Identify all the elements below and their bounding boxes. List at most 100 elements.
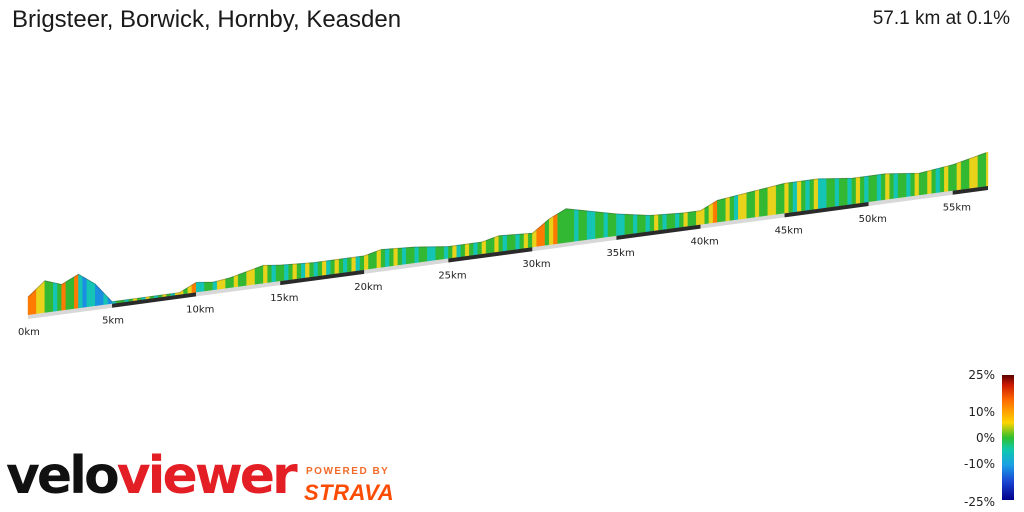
profile-segment <box>805 179 810 211</box>
profile-segment <box>313 261 319 277</box>
profile-segment <box>809 179 815 211</box>
profile-segment <box>973 155 979 189</box>
profile-segment <box>481 240 487 255</box>
tick-label: 25km <box>438 271 466 282</box>
profile-base <box>28 186 988 319</box>
profile-segment <box>53 282 58 312</box>
scale-label-10: 10% <box>968 405 995 419</box>
profile-segment <box>233 274 239 288</box>
profile-segment <box>628 214 634 235</box>
profile-segment <box>90 281 96 307</box>
tick-label: 5km <box>102 316 124 327</box>
profile-segment <box>813 178 819 210</box>
profile-segment <box>460 244 466 258</box>
profile-segment <box>338 258 344 274</box>
strava-logo[interactable]: STRAVA <box>304 480 395 505</box>
base-segment <box>28 303 113 319</box>
profile-segment <box>48 281 54 313</box>
profile-segment <box>775 184 781 215</box>
profile-segment <box>670 213 676 229</box>
powered-by-text: POWERED BY <box>306 466 390 477</box>
profile-segment <box>620 213 626 236</box>
profile-outline <box>27 152 987 303</box>
profile-segment <box>414 246 420 264</box>
profile-segment <box>485 238 491 254</box>
profile-segment <box>401 247 407 265</box>
profile-segment <box>351 256 357 272</box>
profile-segment <box>624 214 630 236</box>
profile-segment <box>258 265 264 285</box>
profile-segment <box>792 181 798 213</box>
scale-label-minus10: -10% <box>963 457 995 471</box>
profile-segment <box>725 196 731 222</box>
profile-segment <box>322 260 327 276</box>
profile-segment <box>855 176 861 204</box>
profile-segment <box>645 215 651 233</box>
profile-segment <box>935 167 941 194</box>
profile-segment <box>439 246 445 260</box>
profile-segment <box>687 211 693 227</box>
profile-segment <box>78 273 83 309</box>
profile-segment <box>952 162 958 191</box>
profile-segment <box>565 208 571 243</box>
profile-segment <box>868 175 874 203</box>
profile-segment <box>279 264 285 282</box>
profile-segment <box>544 218 550 246</box>
profile-segment <box>309 262 315 278</box>
profile-segment <box>902 173 907 198</box>
profile-segment <box>284 264 289 281</box>
profile-segment <box>61 281 67 311</box>
profile-segment <box>464 243 470 257</box>
profile-segment <box>57 283 62 312</box>
profile-segment <box>759 188 764 217</box>
profile-segment <box>376 249 382 269</box>
profile-segment <box>523 233 529 249</box>
profile-segment <box>771 185 777 216</box>
route-summary: 57.1 km at 0.1% <box>872 8 1010 29</box>
profile-segment <box>393 248 399 267</box>
profile-segment <box>986 151 989 187</box>
profile-segment <box>675 212 680 229</box>
profile-segment <box>927 169 932 195</box>
profile-segment <box>292 263 298 280</box>
profile-segment <box>553 213 558 245</box>
profile-segment <box>981 152 987 188</box>
profile-segment <box>654 214 659 232</box>
profile-segment <box>364 253 369 271</box>
profile-segment <box>406 247 411 265</box>
profile-segment <box>923 170 928 195</box>
profile-segment <box>296 263 302 280</box>
profile-segment <box>422 246 428 263</box>
profile-segment <box>767 186 773 216</box>
profile-segment <box>843 178 848 206</box>
profile-segment <box>914 173 920 197</box>
profile-segment <box>712 200 718 224</box>
profile-segment <box>44 280 50 313</box>
profile-segment <box>683 212 689 228</box>
base-segment <box>196 281 281 297</box>
profile-segment <box>469 242 474 256</box>
profile-segment <box>498 235 504 252</box>
profile-segment <box>708 202 714 224</box>
profile-segment <box>246 269 251 286</box>
profile-segment <box>788 181 794 214</box>
profile-segment <box>380 249 386 268</box>
profile-segment <box>956 161 962 191</box>
gradient-scale-bar <box>1002 375 1014 500</box>
profile-segment <box>548 216 554 246</box>
profile-segment <box>784 182 789 214</box>
tick-label: 40km <box>691 237 719 248</box>
profile-segment <box>200 282 205 293</box>
veloviewer-logo[interactable]: veloviewer <box>6 450 298 502</box>
tick-label: 30km <box>522 259 550 270</box>
profile-segment <box>591 211 596 240</box>
profile-segment <box>948 164 953 192</box>
profile-segment <box>658 214 663 231</box>
profile-segment <box>372 250 378 269</box>
profile-segment <box>872 174 878 202</box>
profile-segment <box>733 194 739 221</box>
base-segment <box>364 258 449 274</box>
profile-segment <box>86 278 92 308</box>
profile-segment <box>817 178 823 210</box>
profile-segment <box>225 277 230 289</box>
